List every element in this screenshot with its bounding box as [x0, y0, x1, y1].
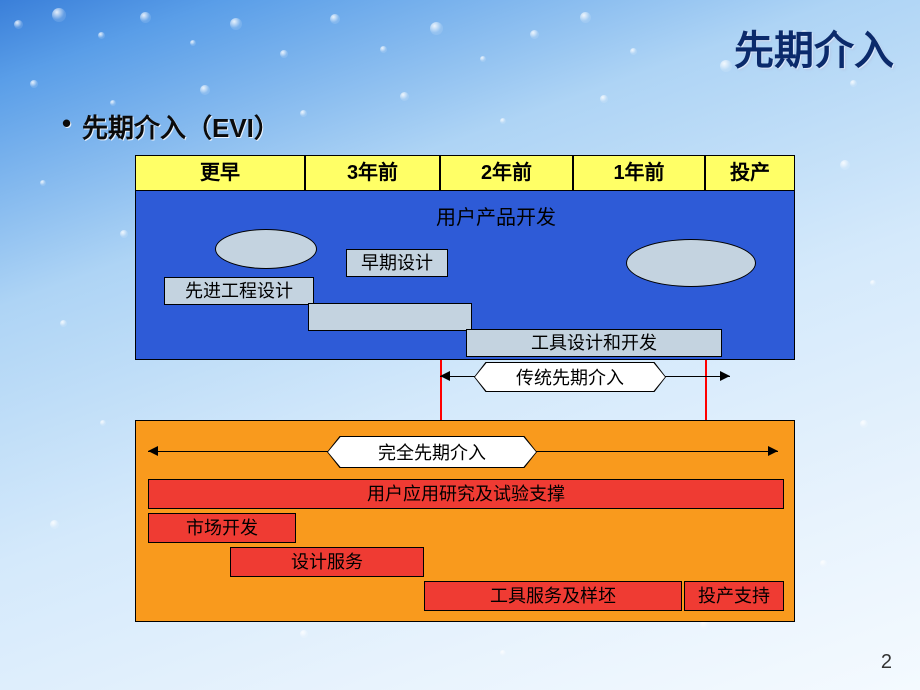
advanced-engineering-box: 先进工程设计: [164, 277, 314, 305]
early-design-box: 早期设计: [346, 249, 448, 277]
user-research-box: 用户应用研究及试验支撑: [148, 479, 784, 509]
market-dev-box: 市场开发: [148, 513, 296, 543]
timeline-cell-4: 投产: [705, 155, 795, 191]
tool-design-dev-box: 工具设计和开发: [466, 329, 722, 357]
evi-diagram: 更早3年前2年前1年前投产 用户产品开发 早期设计先进工程设计工具设计和开发 传…: [135, 155, 795, 622]
slide-title: 先期介入: [734, 18, 894, 76]
timeline-cell-2: 2年前: [440, 155, 573, 191]
unnamed-box: [308, 303, 472, 331]
traditional-evi-label: 传统先期介入: [475, 363, 665, 391]
user-product-dev-panel: 用户产品开发 早期设计先进工程设计工具设计和开发: [135, 190, 795, 360]
full-evi-label: 完全先期介入: [328, 437, 536, 467]
full-evi-panel: 完全先期介入用户应用研究及试验支撑市场开发设计服务工具服务及样坯投产支持: [135, 420, 795, 622]
design-service-box: 设计服务: [230, 547, 424, 577]
timeline-header: 更早3年前2年前1年前投产: [135, 155, 795, 191]
timeline-cell-3: 1年前: [573, 155, 705, 191]
timeline-cell-0: 更早: [135, 155, 305, 191]
production-support-box: 投产支持: [684, 581, 784, 611]
timeline-cell-1: 3年前: [305, 155, 440, 191]
panel-blue-label: 用户产品开发: [436, 201, 556, 230]
page-number: 2: [881, 651, 892, 674]
bullet-evi: 先期介入（EVI）: [82, 108, 280, 145]
decorative-ellipse-1: [626, 239, 756, 287]
decorative-ellipse-0: [215, 229, 317, 269]
tool-service-box: 工具服务及样坯: [424, 581, 682, 611]
